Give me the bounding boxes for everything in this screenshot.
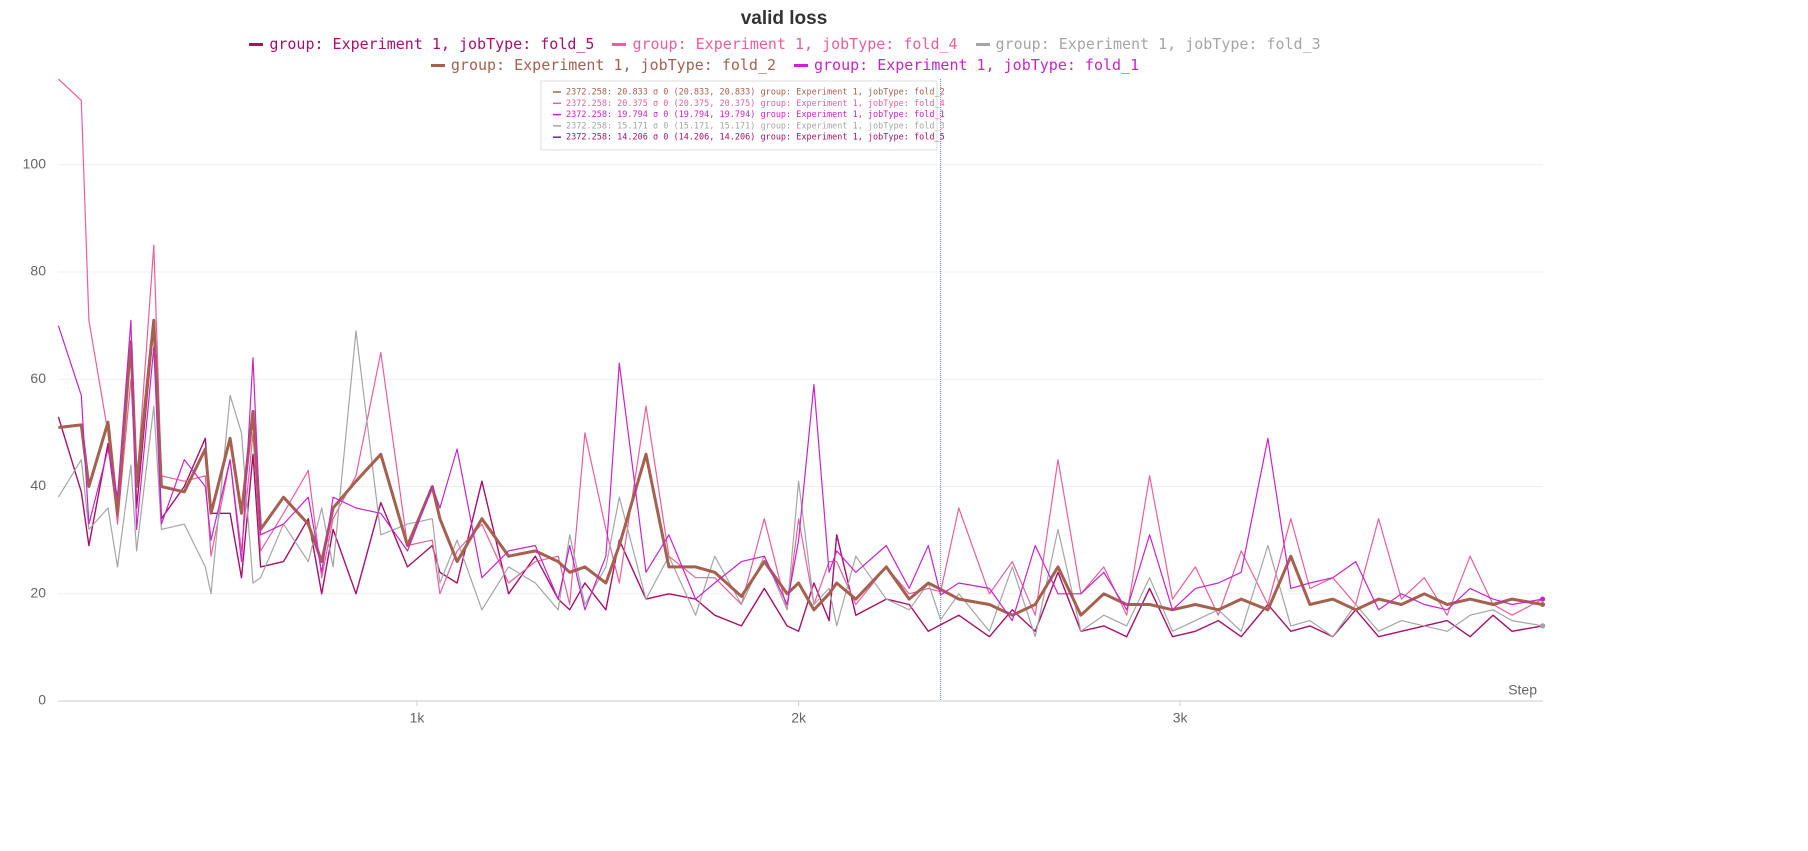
x-axis-label: Step xyxy=(1508,682,1537,698)
legend-item[interactable]: group: Experiment 1, jobType: fold_2 xyxy=(430,55,776,76)
tooltip-box xyxy=(540,80,938,151)
tooltip-row: 2372.258: 15.171 σ 0 (15.171, 15.171) gr… xyxy=(566,121,945,131)
legend-swatch xyxy=(249,43,264,46)
y-tick-label: 0 xyxy=(38,692,46,708)
tooltip-row: 2372.258: 14.206 σ 0 (14.206, 14.206) gr… xyxy=(566,133,945,143)
tooltip-row: 2372.258: 19.794 σ 0 (19.794, 19.794) gr… xyxy=(566,110,945,120)
legend-swatch xyxy=(794,64,808,67)
legend-label: group: Experiment 1, jobType: fold_5 xyxy=(269,35,595,53)
tooltip: 2372.258: 20.833 σ 0 (20.833, 20.833) gr… xyxy=(540,80,945,151)
y-tick-label: 60 xyxy=(30,370,46,386)
y-tick-label: 100 xyxy=(23,155,47,171)
x-tick-label: 2k xyxy=(791,710,807,726)
legend-item[interactable]: group: Experiment 1, jobType: fold_4 xyxy=(612,34,958,55)
tooltip-row: 2372.258: 20.833 σ 0 (20.833, 20.833) gr… xyxy=(566,88,945,98)
chart-title: valid loss xyxy=(740,8,828,29)
y-tick-label: 80 xyxy=(30,263,46,279)
legend-label: group: Experiment 1, jobType: fold_2 xyxy=(450,56,776,74)
legend-label: group: Experiment 1, jobType: fold_4 xyxy=(632,35,958,53)
legend-swatch xyxy=(430,64,445,67)
series-line xyxy=(57,78,1543,616)
legend-label: group: Experiment 1, jobType: fold_3 xyxy=(995,35,1321,53)
end-point xyxy=(1540,596,1546,602)
x-tick-label: 3k xyxy=(1173,710,1189,726)
legend-item[interactable]: group: Experiment 1, jobType: fold_3 xyxy=(975,34,1321,55)
legend-swatch xyxy=(612,43,627,46)
series-line xyxy=(57,325,1543,638)
tooltip-row: 2372.258: 20.375 σ 0 (20.375, 20.375) gr… xyxy=(566,99,945,109)
x-tick-label: 1k xyxy=(410,710,426,726)
legend-item[interactable]: group: Experiment 1, jobType: fold_1 xyxy=(794,55,1139,76)
y-tick-label: 40 xyxy=(30,477,46,493)
legend-item[interactable]: group: Experiment 1, jobType: fold_5 xyxy=(249,34,594,55)
end-point xyxy=(1540,623,1546,629)
end-point xyxy=(1540,601,1546,607)
series-line xyxy=(57,319,1543,622)
legend-label: group: Experiment 1, jobType: fold_1 xyxy=(814,56,1140,74)
legend-swatch xyxy=(975,43,990,46)
series-line xyxy=(58,318,1543,617)
y-tick-label: 20 xyxy=(30,584,46,600)
series-line xyxy=(57,330,1543,638)
